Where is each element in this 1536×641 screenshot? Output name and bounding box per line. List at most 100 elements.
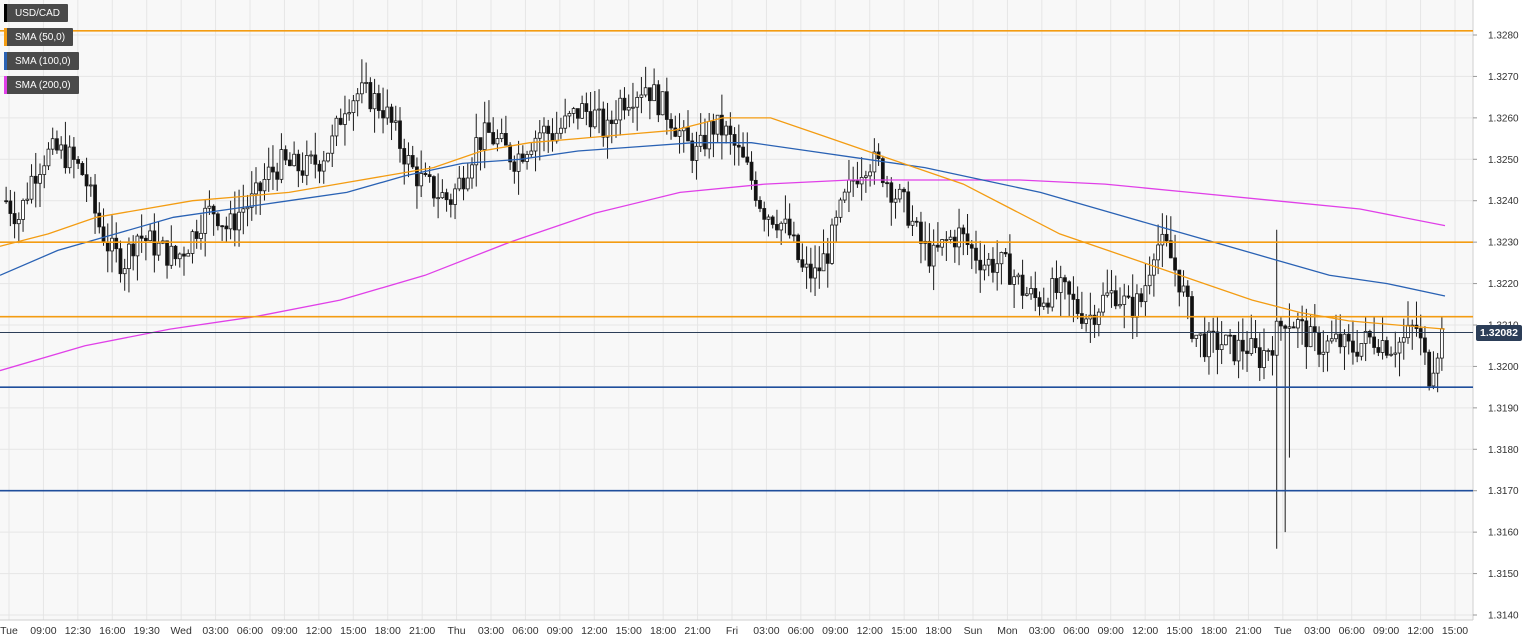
candle-body xyxy=(321,160,326,172)
candle-body xyxy=(609,119,614,125)
candle-body xyxy=(1029,288,1033,295)
candle-body xyxy=(389,106,394,123)
legend-item-usdcad[interactable]: USD/CAD xyxy=(4,4,69,22)
candle-body xyxy=(1084,318,1088,324)
candle-body xyxy=(1308,326,1313,348)
candle-body xyxy=(1329,338,1334,342)
candle-body xyxy=(330,135,335,154)
candle-body xyxy=(503,133,508,146)
candle-body xyxy=(1109,290,1114,294)
candle-body xyxy=(1418,328,1423,339)
candle-body xyxy=(690,140,695,161)
candle-body xyxy=(694,145,699,161)
candle-body xyxy=(1257,347,1262,369)
candle-body xyxy=(292,153,296,167)
candle-body xyxy=(1325,340,1330,353)
candle-body xyxy=(906,191,911,226)
candle-body xyxy=(1139,293,1144,303)
candle-body xyxy=(969,244,974,249)
x-tick-label: 09:00 xyxy=(822,625,848,637)
candle-body xyxy=(948,236,953,240)
candle-body xyxy=(207,205,212,209)
candle-body xyxy=(1198,333,1203,336)
candle-body xyxy=(313,154,318,165)
x-tick-label: 15:00 xyxy=(340,625,366,637)
candle-body xyxy=(991,258,995,273)
candle-body xyxy=(275,171,280,180)
candle-body xyxy=(364,82,368,84)
candle-body xyxy=(410,155,415,168)
candle-body xyxy=(775,224,779,231)
candle-body xyxy=(1401,337,1406,343)
candle-body xyxy=(580,103,585,119)
candle-body xyxy=(559,127,563,134)
candle-body xyxy=(139,235,144,239)
candle-body xyxy=(266,166,271,180)
y-tick-label: 1.3280 xyxy=(1488,31,1519,42)
candle-body xyxy=(766,216,771,220)
x-tick-label: Thu xyxy=(448,625,466,637)
candle-body xyxy=(736,144,741,148)
legend-item-sma50[interactable]: SMA (50,0) xyxy=(4,28,74,46)
candle-body xyxy=(1190,296,1194,339)
candle-body xyxy=(724,125,729,136)
candle-body xyxy=(1431,372,1436,387)
candle-body xyxy=(1274,320,1279,356)
candle-body xyxy=(576,108,580,119)
candle-body xyxy=(601,108,606,138)
candle-body xyxy=(893,198,898,203)
candle-body xyxy=(1033,288,1038,299)
candle-body xyxy=(614,119,618,125)
candle-body xyxy=(792,234,796,237)
candle-body xyxy=(296,153,301,172)
candle-body xyxy=(12,213,17,225)
candle-body xyxy=(1058,277,1063,293)
candle-body xyxy=(487,122,491,133)
candle-body xyxy=(1156,244,1160,261)
candle-body xyxy=(478,137,483,150)
candle-body xyxy=(1224,334,1228,346)
candle-body xyxy=(673,127,678,137)
legend-item-sma200[interactable]: SMA (200,0) xyxy=(4,76,79,94)
candle-body xyxy=(1046,302,1050,308)
y-tick-label: 1.3230 xyxy=(1488,238,1519,249)
y-tick-label: 1.3200 xyxy=(1488,362,1519,373)
candle-body xyxy=(114,237,119,250)
candle-body xyxy=(686,127,690,142)
x-tick-label: 12:00 xyxy=(1407,625,1433,637)
x-tick-label: 09:00 xyxy=(1373,625,1399,637)
candle-body xyxy=(1270,350,1275,356)
candle-body xyxy=(936,244,940,248)
candle-body xyxy=(1236,339,1241,362)
candle-body xyxy=(21,199,25,220)
candle-body xyxy=(910,220,915,226)
x-tick-label: 15:00 xyxy=(616,625,642,637)
candle-body xyxy=(1185,285,1190,297)
candle-body xyxy=(232,213,237,231)
y-tick-label: 1.3150 xyxy=(1488,569,1519,580)
candle-body xyxy=(516,153,521,172)
candle-body xyxy=(1096,311,1101,325)
candle-body xyxy=(1181,285,1186,293)
x-tick-label: 12:00 xyxy=(857,625,883,637)
candle-body xyxy=(224,225,229,230)
candle-body xyxy=(1384,340,1389,356)
candle-body xyxy=(550,133,555,142)
candle-body xyxy=(25,198,30,201)
candle-body xyxy=(842,191,847,201)
legend-item-sma100[interactable]: SMA (100,0) xyxy=(4,52,79,70)
candle-body xyxy=(830,224,834,264)
candle-body xyxy=(652,84,657,102)
x-tick-label: 12:30 xyxy=(65,625,91,637)
candle-body xyxy=(1080,313,1084,324)
legend-swatch xyxy=(4,76,7,94)
candle-body xyxy=(974,247,978,261)
x-tick-label: 03:00 xyxy=(1029,625,1055,637)
candle-body xyxy=(1075,299,1080,314)
candle-body xyxy=(1037,297,1042,307)
candle-body xyxy=(16,219,21,225)
candle-body xyxy=(567,113,572,117)
candle-body xyxy=(1228,334,1232,337)
candle-body xyxy=(1368,330,1372,338)
